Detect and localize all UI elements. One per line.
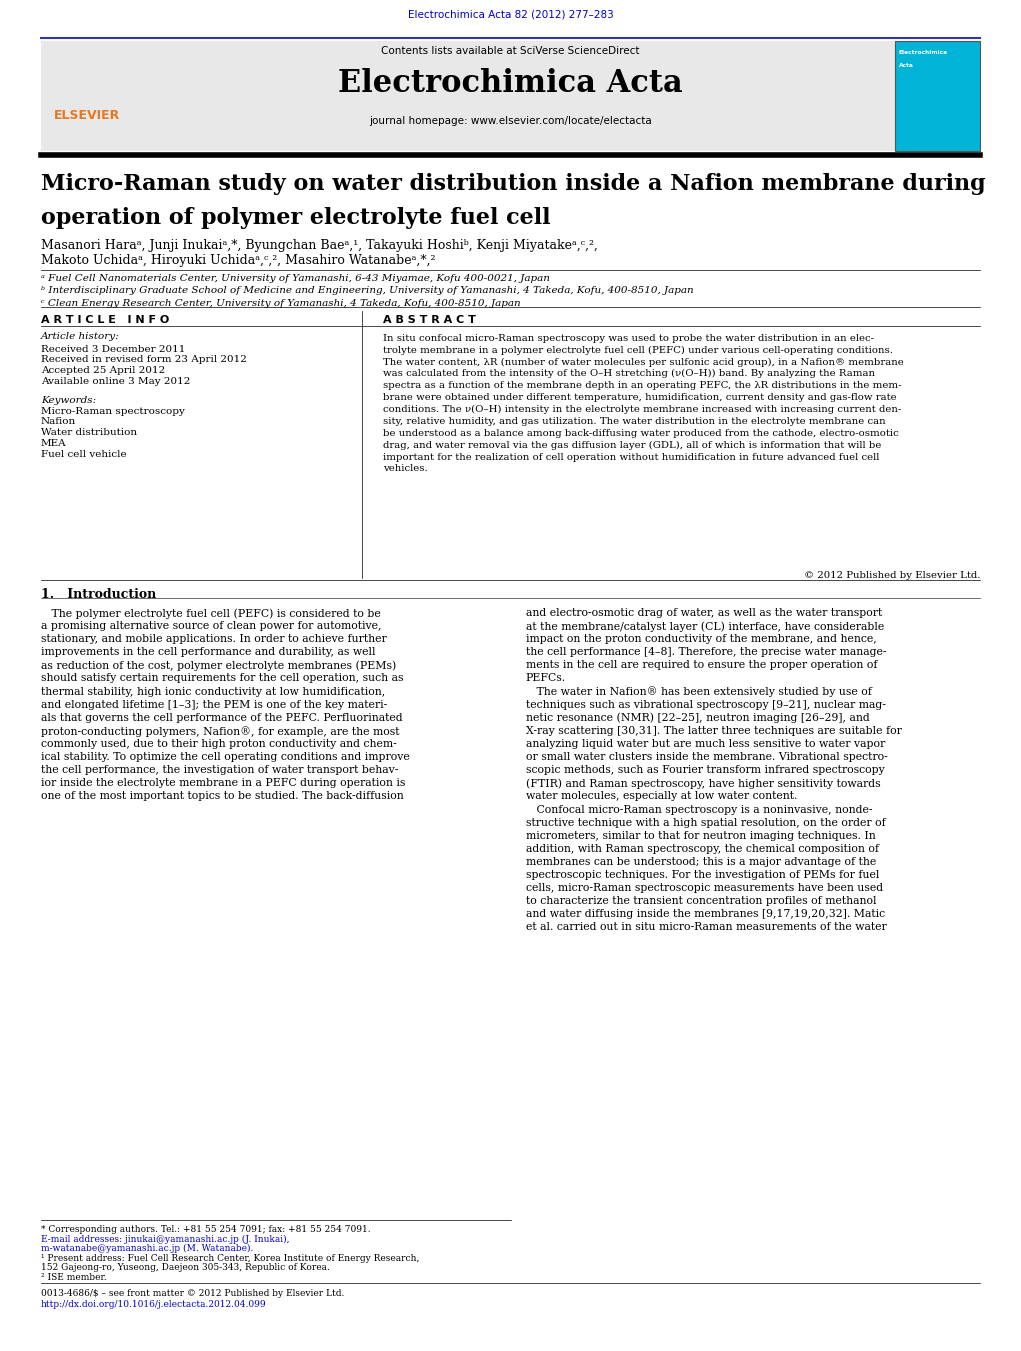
Text: http://dx.doi.org/10.1016/j.electacta.2012.04.099: http://dx.doi.org/10.1016/j.electacta.20…	[41, 1300, 266, 1309]
Text: analyzing liquid water but are much less sensitive to water vapor: analyzing liquid water but are much less…	[526, 739, 885, 748]
Text: Electrochimica: Electrochimica	[898, 50, 947, 55]
Text: 1.   Introduction: 1. Introduction	[41, 588, 156, 601]
Text: micrometers, similar to that for neutron imaging techniques. In: micrometers, similar to that for neutron…	[526, 831, 876, 840]
Text: water molecules, especially at low water content.: water molecules, especially at low water…	[526, 792, 797, 801]
Text: trolyte membrane in a polymer electrolyte fuel cell (PEFC) under various cell-op: trolyte membrane in a polymer electrolyt…	[383, 346, 893, 355]
Text: cells, micro-Raman spectroscopic measurements have been used: cells, micro-Raman spectroscopic measure…	[526, 884, 883, 893]
Text: spectra as a function of the membrane depth in an operating PEFC, the λR distrib: spectra as a function of the membrane de…	[383, 381, 902, 390]
Text: netic resonance (NMR) [22–25], neutron imaging [26–29], and: netic resonance (NMR) [22–25], neutron i…	[526, 713, 870, 723]
Text: ² ISE member.: ² ISE member.	[41, 1273, 106, 1282]
Text: In situ confocal micro-Raman spectroscopy was used to probe the water distributi: In situ confocal micro-Raman spectroscop…	[383, 334, 874, 343]
Text: conditions. The ν(O–H) intensity in the electrolyte membrane increased with incr: conditions. The ν(O–H) intensity in the …	[383, 405, 902, 415]
Text: Received in revised form 23 April 2012: Received in revised form 23 April 2012	[41, 355, 247, 365]
Text: one of the most important topics to be studied. The back-diffusion: one of the most important topics to be s…	[41, 792, 403, 801]
Text: ments in the cell are required to ensure the proper operation of: ments in the cell are required to ensure…	[526, 661, 877, 670]
Text: ELSEVIER: ELSEVIER	[54, 109, 120, 123]
Text: Confocal micro-Raman spectroscopy is a noninvasive, nonde-: Confocal micro-Raman spectroscopy is a n…	[526, 805, 872, 815]
Text: journal homepage: www.elsevier.com/locate/electacta: journal homepage: www.elsevier.com/locat…	[370, 116, 651, 126]
Text: The water content, λR (number of water molecules per sulfonic acid group), in a : The water content, λR (number of water m…	[383, 358, 904, 366]
Text: ¹ Present address: Fuel Cell Research Center, Korea Institute of Energy Research: ¹ Present address: Fuel Cell Research Ce…	[41, 1254, 420, 1263]
Text: * Corresponding authors. Tel.: +81 55 254 7091; fax: +81 55 254 7091.: * Corresponding authors. Tel.: +81 55 25…	[41, 1225, 371, 1235]
Text: should satisfy certain requirements for the cell operation, such as: should satisfy certain requirements for …	[41, 674, 403, 684]
Text: be understood as a balance among back-diffusing water produced from the cathode,: be understood as a balance among back-di…	[383, 428, 898, 438]
Text: m-watanabe@yamanashi.ac.jp (M. Watanabe).: m-watanabe@yamanashi.ac.jp (M. Watanabe)…	[41, 1244, 253, 1254]
Text: a promising alternative source of clean power for automotive,: a promising alternative source of clean …	[41, 621, 381, 631]
Text: important for the realization of cell operation without humidification in future: important for the realization of cell op…	[383, 453, 879, 462]
Text: the cell performance [4–8]. Therefore, the precise water manage-: the cell performance [4–8]. Therefore, t…	[526, 647, 886, 658]
Text: structive technique with a high spatial resolution, on the order of: structive technique with a high spatial …	[526, 817, 885, 828]
Text: vehicles.: vehicles.	[383, 465, 428, 473]
Text: drag, and water removal via the gas diffusion layer (GDL), all of which is infor: drag, and water removal via the gas diff…	[383, 440, 881, 450]
Text: addition, with Raman spectroscopy, the chemical composition of: addition, with Raman spectroscopy, the c…	[526, 844, 879, 854]
Text: Contents lists available at SciVerse ScienceDirect: Contents lists available at SciVerse Sci…	[381, 46, 640, 55]
Text: The water in Nafion® has been extensively studied by use of: The water in Nafion® has been extensivel…	[526, 686, 872, 697]
Text: was calculated from the intensity of the O–H stretching (ν(O–H)) band. By analyz: was calculated from the intensity of the…	[383, 369, 875, 378]
Text: ᶜ Clean Energy Research Center, University of Yamanashi, 4 Takeda, Kofu, 400-851: ᶜ Clean Energy Research Center, Universi…	[41, 299, 521, 308]
Text: Article history:: Article history:	[41, 332, 119, 342]
Text: thermal stability, high ionic conductivity at low humidification,: thermal stability, high ionic conductivi…	[41, 686, 385, 697]
Text: ior inside the electrolyte membrane in a PEFC during operation is: ior inside the electrolyte membrane in a…	[41, 778, 405, 789]
Text: Available online 3 May 2012: Available online 3 May 2012	[41, 377, 190, 386]
Text: at the membrane/catalyst layer (CL) interface, have considerable: at the membrane/catalyst layer (CL) inte…	[526, 621, 884, 632]
Text: A R T I C L E   I N F O: A R T I C L E I N F O	[41, 315, 169, 324]
Text: (FTIR) and Raman spectroscopy, have higher sensitivity towards: (FTIR) and Raman spectroscopy, have high…	[526, 778, 880, 789]
Text: © 2012 Published by Elsevier Ltd.: © 2012 Published by Elsevier Ltd.	[804, 571, 980, 581]
Text: Micro-Raman spectroscopy: Micro-Raman spectroscopy	[41, 407, 185, 416]
Text: Masanori Haraᵃ, Junji Inukaiᵃ,*, Byungchan Baeᵃ,¹, Takayuki Hoshiᵇ, Kenji Miyata: Masanori Haraᵃ, Junji Inukaiᵃ,*, Byungch…	[41, 239, 597, 253]
Text: Electrochimica Acta 82 (2012) 277–283: Electrochimica Acta 82 (2012) 277–283	[407, 9, 614, 19]
Text: operation of polymer electrolyte fuel cell: operation of polymer electrolyte fuel ce…	[41, 207, 550, 228]
Text: brane were obtained under different temperature, humidification, current density: brane were obtained under different temp…	[383, 393, 896, 403]
Text: Keywords:: Keywords:	[41, 396, 96, 405]
Text: ᵇ Interdisciplinary Graduate School of Medicine and Engineering, University of Y: ᵇ Interdisciplinary Graduate School of M…	[41, 286, 693, 296]
Text: 152 Gajeong-ro, Yuseong, Daejeon 305-343, Republic of Korea.: 152 Gajeong-ro, Yuseong, Daejeon 305-343…	[41, 1263, 330, 1273]
FancyBboxPatch shape	[41, 41, 934, 151]
Text: as reduction of the cost, polymer electrolyte membranes (PEMs): as reduction of the cost, polymer electr…	[41, 661, 396, 671]
Text: membranes can be understood; this is a major advantage of the: membranes can be understood; this is a m…	[526, 857, 876, 867]
Text: Received 3 December 2011: Received 3 December 2011	[41, 345, 185, 354]
FancyBboxPatch shape	[895, 41, 980, 151]
Text: Water distribution: Water distribution	[41, 428, 137, 438]
Text: proton-conducting polymers, Nafion®, for example, are the most: proton-conducting polymers, Nafion®, for…	[41, 725, 399, 736]
Text: MEA: MEA	[41, 439, 66, 449]
Text: techniques such as vibrational spectroscopy [9–21], nuclear mag-: techniques such as vibrational spectrosc…	[526, 700, 885, 709]
Text: and elongated lifetime [1–3]; the PEM is one of the key materi-: and elongated lifetime [1–3]; the PEM is…	[41, 700, 387, 709]
Text: or small water clusters inside the membrane. Vibrational spectro-: or small water clusters inside the membr…	[526, 753, 887, 762]
Text: als that governs the cell performance of the PEFC. Perfluorinated: als that governs the cell performance of…	[41, 713, 402, 723]
Text: Makoto Uchidaᵃ, Hiroyuki Uchidaᵃ,ᶜ,², Masahiro Watanabeᵃ,*,²: Makoto Uchidaᵃ, Hiroyuki Uchidaᵃ,ᶜ,², Ma…	[41, 254, 435, 267]
Text: to characterize the transient concentration profiles of methanol: to characterize the transient concentrat…	[526, 896, 876, 907]
Text: commonly used, due to their high proton conductivity and chem-: commonly used, due to their high proton …	[41, 739, 396, 748]
Text: spectroscopic techniques. For the investigation of PEMs for fuel: spectroscopic techniques. For the invest…	[526, 870, 879, 880]
Text: Fuel cell vehicle: Fuel cell vehicle	[41, 450, 127, 459]
Text: scopic methods, such as Fourier transform infrared spectroscopy: scopic methods, such as Fourier transfor…	[526, 765, 884, 775]
Text: and water diffusing inside the membranes [9,17,19,20,32]. Matic: and water diffusing inside the membranes…	[526, 909, 885, 920]
Text: E-mail addresses: jinukai@yamanashi.ac.jp (J. Inukai),: E-mail addresses: jinukai@yamanashi.ac.j…	[41, 1235, 289, 1244]
Text: ᵃ Fuel Cell Nanomaterials Center, University of Yamanashi, 6-43 Miyamae, Kofu 40: ᵃ Fuel Cell Nanomaterials Center, Univer…	[41, 274, 549, 284]
Text: and electro-osmotic drag of water, as well as the water transport: and electro-osmotic drag of water, as we…	[526, 608, 882, 617]
Text: The polymer electrolyte fuel cell (PEFC) is considered to be: The polymer electrolyte fuel cell (PEFC)…	[41, 608, 381, 619]
Text: impact on the proton conductivity of the membrane, and hence,: impact on the proton conductivity of the…	[526, 634, 877, 644]
Text: et al. carried out in situ micro-Raman measurements of the water: et al. carried out in situ micro-Raman m…	[526, 923, 886, 932]
Text: X-ray scattering [30,31]. The latter three techniques are suitable for: X-ray scattering [30,31]. The latter thr…	[526, 725, 902, 736]
Text: Micro-Raman study on water distribution inside a Nafion membrane during: Micro-Raman study on water distribution …	[41, 173, 985, 195]
Text: Nafion: Nafion	[41, 417, 77, 427]
Text: sity, relative humidity, and gas utilization. The water distribution in the elec: sity, relative humidity, and gas utiliza…	[383, 417, 885, 426]
Text: improvements in the cell performance and durability, as well: improvements in the cell performance and…	[41, 647, 376, 658]
Text: Accepted 25 April 2012: Accepted 25 April 2012	[41, 366, 165, 376]
Text: stationary, and mobile applications. In order to achieve further: stationary, and mobile applications. In …	[41, 634, 387, 644]
Text: A B S T R A C T: A B S T R A C T	[383, 315, 476, 324]
Text: Electrochimica Acta: Electrochimica Acta	[338, 68, 683, 99]
Text: Acta: Acta	[898, 63, 914, 69]
Text: the cell performance, the investigation of water transport behav-: the cell performance, the investigation …	[41, 765, 398, 775]
Text: ical stability. To optimize the cell operating conditions and improve: ical stability. To optimize the cell ope…	[41, 753, 409, 762]
Text: 0013-4686/$ – see front matter © 2012 Published by Elsevier Ltd.: 0013-4686/$ – see front matter © 2012 Pu…	[41, 1289, 344, 1298]
Text: PEFCs.: PEFCs.	[526, 674, 566, 684]
